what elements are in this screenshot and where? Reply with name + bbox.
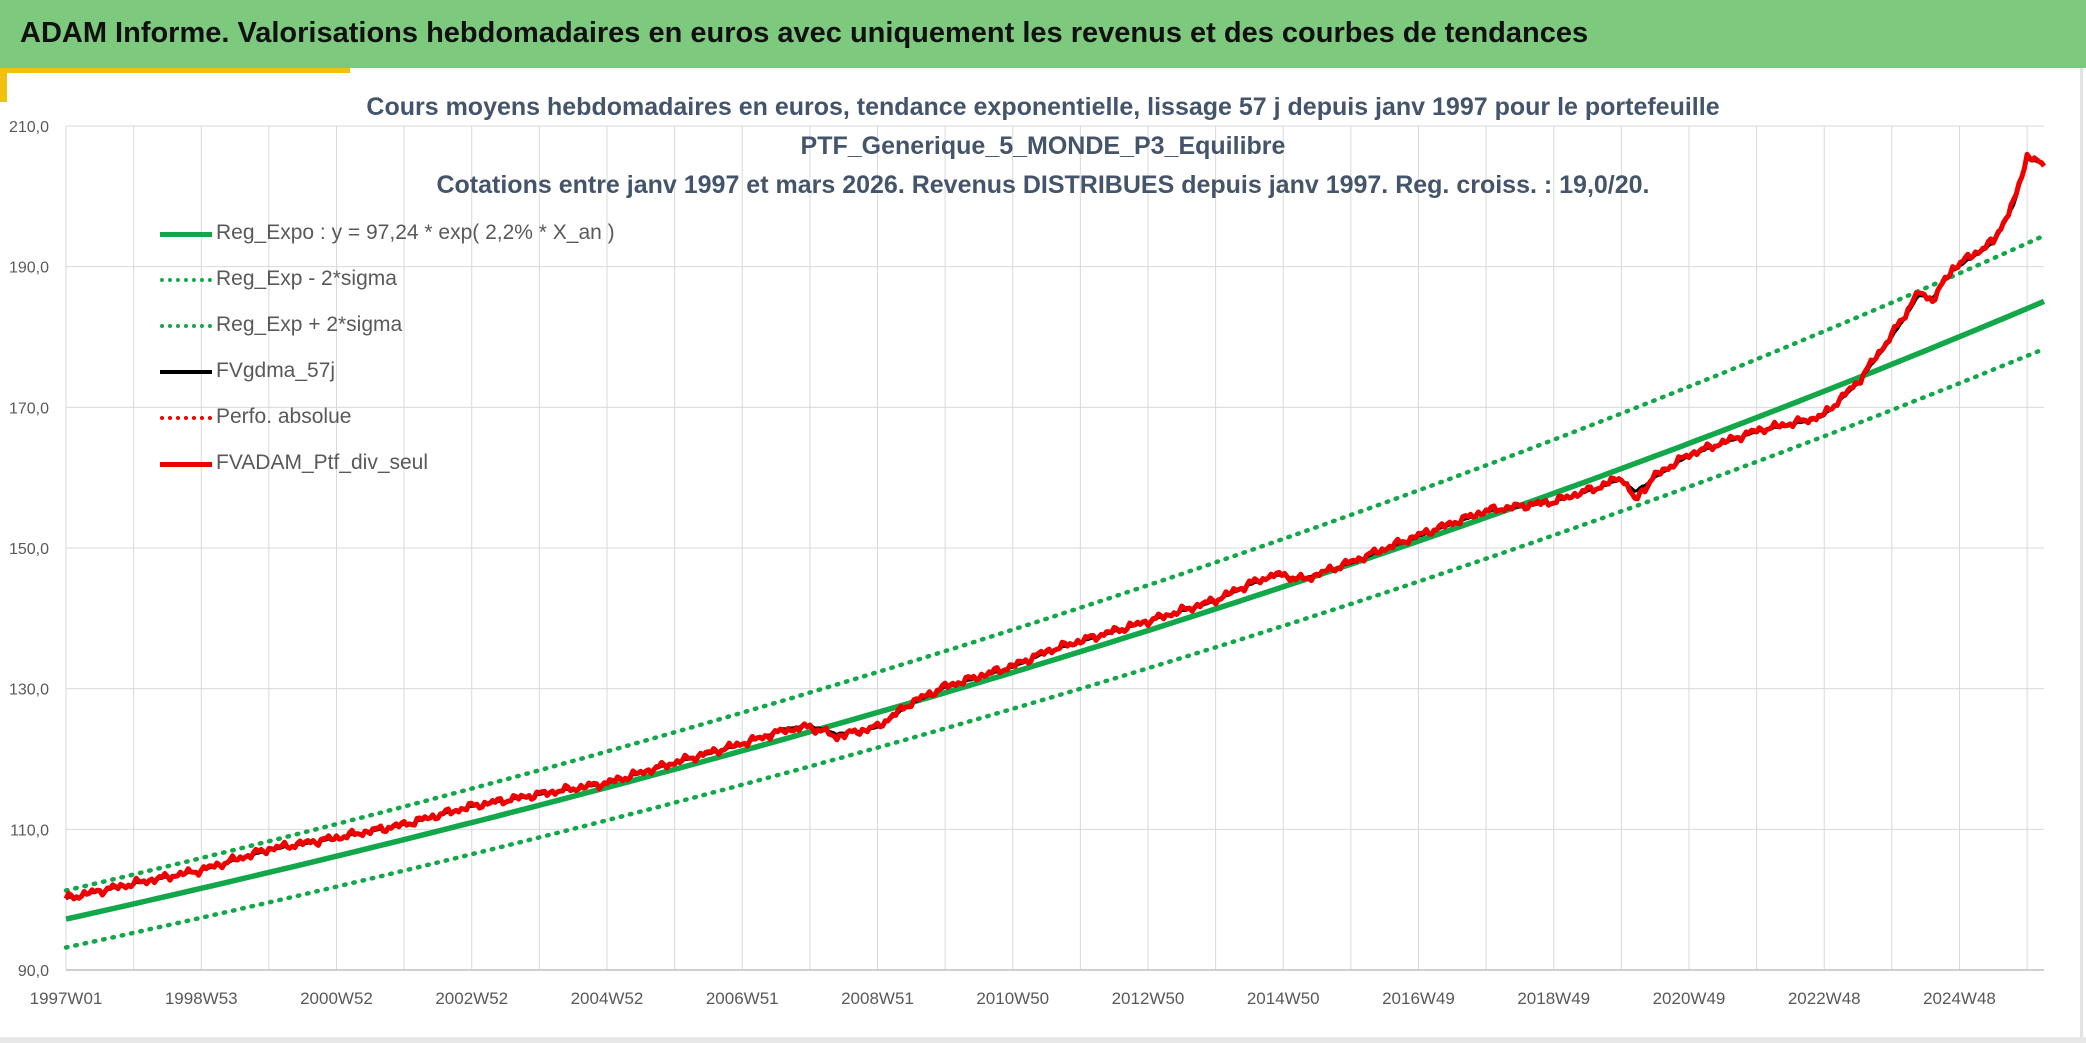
legend-swatch-fvgdma-57j: [160, 370, 212, 374]
report-title: ADAM Informe. Valorisations hebdomadaire…: [20, 17, 1589, 49]
legend-item-perfo-absolue: Perfo. absolue: [160, 402, 680, 432]
chart-title-line-2: PTF_Generique_5_MONDE_P3_Equilibre: [800, 132, 1286, 160]
legend-label-perfo-absolue: Perfo. absolue: [216, 405, 352, 428]
legend-swatch-fvadam-ptf: [160, 462, 212, 467]
y-tick-label: 150,0: [9, 541, 49, 558]
x-tick-label: 2000W52: [300, 989, 373, 1008]
series-layer: [63, 151, 2047, 950]
legend-swatch-reg-minus-2sigma: [160, 278, 212, 282]
legend-label-fvadam-ptf: FVADAM_Ptf_div_seul: [216, 451, 429, 474]
legend-item-reg-plus-2sigma: Reg_Exp + 2*sigma: [160, 310, 680, 340]
legend-label-reg-plus-2sigma: Reg_Exp + 2*sigma: [216, 313, 403, 336]
legend-item-reg-minus-2sigma: Reg_Exp - 2*sigma: [160, 264, 680, 294]
y-tick-label: 170,0: [9, 400, 49, 417]
x-tick-label: 2020W49: [1653, 989, 1726, 1008]
x-tick-label: 2018W49: [1517, 989, 1590, 1008]
x-tick-label: 2002W52: [435, 989, 508, 1008]
accent-bar-top: [0, 68, 350, 73]
legend-label-reg-expo: Reg_Expo : y = 97,24 * exp( 2,2% * X_an …: [216, 221, 615, 244]
x-tick-label: 1997W01: [30, 989, 103, 1008]
chart-title-line-3: Cotations entre janv 1997 et mars 2026. …: [436, 171, 1650, 199]
x-tick-label: 2006W51: [706, 989, 779, 1008]
x-tick-label: 2024W48: [1923, 989, 1996, 1008]
x-tick-label: 2010W50: [976, 989, 1049, 1008]
x-tick-label: 2016W49: [1382, 989, 1455, 1008]
x-tick-label: 1998W53: [165, 989, 238, 1008]
y-axis-tick-labels: 90,0 110,0 130,0 150,0 170,0 190,0 210,0: [9, 119, 49, 980]
series-reg-expo: [65, 298, 2046, 922]
chart-title-line-1: Cours moyens hebdomadaires en euros, ten…: [366, 93, 1720, 121]
accent-bar-left: [0, 68, 7, 102]
report-header: ADAM Informe. Valorisations hebdomadaire…: [0, 0, 2086, 68]
y-tick-label: 190,0: [9, 260, 49, 277]
x-tick-label: 2014W50: [1247, 989, 1320, 1008]
legend-item-fvgdma-57j: FVgdma_57j: [160, 356, 680, 386]
x-tick-label: 2012W50: [1112, 989, 1185, 1008]
y-tick-label: 110,0: [10, 822, 49, 839]
frame-bottom-border: [0, 1037, 2086, 1043]
legend-item-reg-expo: Reg_Expo : y = 97,24 * exp( 2,2% * X_an …: [160, 218, 680, 248]
x-tick-label: 2008W51: [841, 989, 914, 1008]
legend-swatch-perfo-absolue: [160, 416, 212, 420]
legend-swatch-reg-expo: [160, 232, 212, 237]
y-tick-label: 210,0: [9, 119, 49, 136]
series-reg-plus-2sigma: [63, 233, 2047, 893]
legend-label-fvgdma-57j: FVgdma_57j: [216, 359, 336, 382]
frame-right-border: [2080, 68, 2083, 1043]
x-tick-label: 2022W48: [1788, 989, 1861, 1008]
x-tick-label: 2004W52: [571, 989, 644, 1008]
series-fvadam-ptf: [63, 151, 2047, 902]
grid-lines: [65, 125, 2044, 971]
x-axis-tick-labels: 1997W01 1998W53 2000W52 2002W52 2004W52 2006W…: [30, 989, 1996, 1008]
legend-swatch-reg-plus-2sigma: [160, 324, 212, 328]
y-tick-label: 130,0: [9, 682, 49, 699]
y-tick-label: 90,0: [18, 963, 49, 980]
legend-label-reg-minus-2sigma: Reg_Exp - 2*sigma: [216, 267, 397, 290]
legend-item-fvadam-ptf: FVADAM_Ptf_div_seul: [160, 448, 680, 478]
